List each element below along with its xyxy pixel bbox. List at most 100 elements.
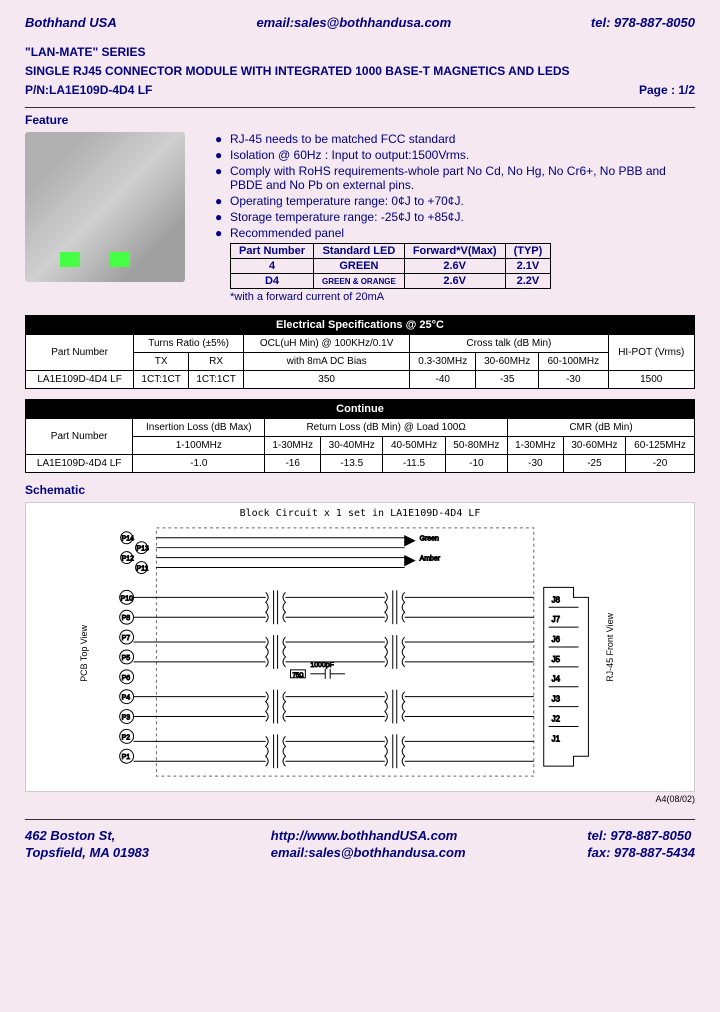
svg-text:P4: P4 bbox=[122, 695, 131, 702]
footer-bar: 462 Boston St, Topsfield, MA 01983 http:… bbox=[25, 819, 695, 862]
spec-header: Turns Ratio (±5%) bbox=[134, 335, 244, 353]
svg-text:J2: J2 bbox=[552, 714, 561, 723]
svg-text:P8: P8 bbox=[122, 615, 131, 622]
schematic-title: Block Circuit x 1 set in LA1E109D-4D4 LF bbox=[26, 508, 694, 519]
svg-text:J5: J5 bbox=[552, 655, 561, 664]
svg-text:P10: P10 bbox=[121, 595, 133, 602]
spec-cell: -40 bbox=[410, 371, 476, 389]
feature-item: Comply with RoHS requirements-whole part… bbox=[215, 164, 695, 192]
schematic-svg: P14 P13 P12 P11 Green Amber P10 P8 P7 P5… bbox=[26, 503, 694, 791]
led-header: Part Number bbox=[231, 244, 314, 259]
header-bar: Bothhand USA email:sales@bothhandusa.com… bbox=[25, 15, 695, 30]
part-number: P/N:LA1E109D-4D4 LF bbox=[25, 83, 152, 97]
spec-sub: 40-50MHz bbox=[383, 437, 445, 455]
footer-email: email:sales@bothhandusa.com bbox=[271, 845, 466, 862]
spec-cell: -1.0 bbox=[133, 455, 265, 473]
header-tel: tel: 978-887-8050 bbox=[591, 15, 695, 30]
feature-content: RJ-45 needs to be matched FCC standard I… bbox=[205, 132, 695, 303]
feature-item: Storage temperature range: -25¢J to +85¢… bbox=[215, 210, 695, 224]
spec-sub: 60-125MHz bbox=[626, 437, 695, 455]
spec-header: Return Loss (dB Min) @ Load 100Ω bbox=[265, 419, 508, 437]
svg-text:J6: J6 bbox=[552, 635, 561, 644]
spec-cell: 1CT:1CT bbox=[134, 371, 189, 389]
spec-sub: RX bbox=[189, 353, 244, 371]
feature-label: Feature bbox=[25, 113, 695, 127]
schematic-label: Schematic bbox=[25, 483, 695, 497]
spec-sub: 30-60MHz bbox=[476, 353, 539, 371]
footer-addr1: 462 Boston St, bbox=[25, 828, 149, 845]
spec-sub: 60-100MHz bbox=[539, 353, 608, 371]
svg-text:P3: P3 bbox=[122, 714, 131, 721]
spec-table-1: Electrical Specifications @ 25°C Part Nu… bbox=[25, 315, 695, 389]
led-cell: D4 bbox=[231, 274, 314, 289]
svg-text:J4: J4 bbox=[552, 675, 561, 684]
led-footnote: *with a forward current of 20mA bbox=[230, 291, 695, 303]
spec-cell: -20 bbox=[626, 455, 695, 473]
spec-cell: 350 bbox=[244, 371, 410, 389]
led-cell: 2.1V bbox=[505, 259, 551, 274]
led-header: (TYP) bbox=[505, 244, 551, 259]
svg-text:P14: P14 bbox=[122, 536, 134, 543]
page-ref: A4(08/02) bbox=[25, 794, 695, 804]
spec-sub: TX bbox=[134, 353, 189, 371]
spec-header: Part Number bbox=[26, 335, 134, 371]
spec-header: CMR (dB Min) bbox=[507, 419, 694, 437]
svg-text:P11: P11 bbox=[137, 566, 149, 573]
svg-text:P1: P1 bbox=[122, 754, 131, 761]
feature-item: Isolation @ 60Hz : Input to output:1500V… bbox=[215, 148, 695, 162]
spec-cell: LA1E109D-4D4 LF bbox=[26, 455, 133, 473]
product-image bbox=[25, 132, 185, 282]
spec-cell: 1500 bbox=[608, 371, 694, 389]
footer-web: http://www.bothhandUSA.com bbox=[271, 828, 466, 845]
rj45-label: RJ-45 Front View bbox=[605, 612, 615, 681]
svg-text:P2: P2 bbox=[122, 734, 131, 741]
spec-header: OCL(uH Min) @ 100KHz/0.1V bbox=[244, 335, 410, 353]
spec-cell: -11.5 bbox=[383, 455, 445, 473]
spec-sub: 0.3-30MHz bbox=[410, 353, 476, 371]
header-email: email:sales@bothhandusa.com bbox=[256, 15, 451, 30]
feature-item: RJ-45 needs to be matched FCC standard bbox=[215, 132, 695, 146]
svg-text:75Ω: 75Ω bbox=[292, 673, 304, 679]
led-cell: 4 bbox=[231, 259, 314, 274]
spec-header: Insertion Loss (dB Max) bbox=[133, 419, 265, 437]
company-name: Bothhand USA bbox=[25, 15, 117, 30]
svg-text:J8: J8 bbox=[552, 595, 561, 604]
footer-fax: fax: 978-887-5434 bbox=[587, 845, 695, 862]
spec-title: Continue bbox=[26, 400, 695, 419]
spec-sub: 50-80MHz bbox=[445, 437, 507, 455]
led-header: Forward*V(Max) bbox=[404, 244, 505, 259]
spec-cell: -13.5 bbox=[321, 455, 383, 473]
spec-table-2: Continue Part Number Insertion Loss (dB … bbox=[25, 399, 695, 473]
spec-sub: with 8mA DC Bias bbox=[244, 353, 410, 371]
svg-text:P12: P12 bbox=[122, 556, 134, 563]
led-table: Part Number Standard LED Forward*V(Max) … bbox=[230, 243, 551, 289]
spec-header: Part Number bbox=[26, 419, 133, 455]
svg-text:P13: P13 bbox=[137, 546, 149, 553]
spec-cell: -35 bbox=[476, 371, 539, 389]
feature-item: Operating temperature range: 0¢J to +70¢… bbox=[215, 194, 695, 208]
svg-text:Amber: Amber bbox=[420, 556, 441, 563]
svg-text:J3: J3 bbox=[552, 695, 561, 704]
spec-title: Electrical Specifications @ 25°C bbox=[26, 316, 695, 335]
feature-list: RJ-45 needs to be matched FCC standard I… bbox=[205, 132, 695, 240]
led-cell: 2.2V bbox=[505, 274, 551, 289]
schematic-diagram: Block Circuit x 1 set in LA1E109D-4D4 LF… bbox=[25, 502, 695, 792]
spec-cell: 1CT:1CT bbox=[189, 371, 244, 389]
spec-header: Cross talk (dB Min) bbox=[410, 335, 608, 353]
led-header: Standard LED bbox=[314, 244, 405, 259]
svg-text:P5: P5 bbox=[122, 655, 131, 662]
led-cell: 2.6V bbox=[404, 274, 505, 289]
svg-text:P6: P6 bbox=[122, 675, 131, 682]
spec-cell: -10 bbox=[445, 455, 507, 473]
spec-header: HI-POT (Vrms) bbox=[608, 335, 694, 371]
product-title: SINGLE RJ45 CONNECTOR MODULE WITH INTEGR… bbox=[25, 64, 695, 78]
pcb-label: PCB Top View bbox=[79, 625, 89, 682]
spec-cell: -30 bbox=[539, 371, 608, 389]
led-cell: GREEN bbox=[314, 259, 405, 274]
spec-cell: -16 bbox=[265, 455, 321, 473]
spec-sub: 30-60MHz bbox=[563, 437, 625, 455]
spec-sub: 1-30MHz bbox=[265, 437, 321, 455]
led-cell: GREEN & ORANGE bbox=[314, 274, 405, 289]
page-number: Page : 1/2 bbox=[639, 83, 695, 97]
spec-cell: -30 bbox=[507, 455, 563, 473]
